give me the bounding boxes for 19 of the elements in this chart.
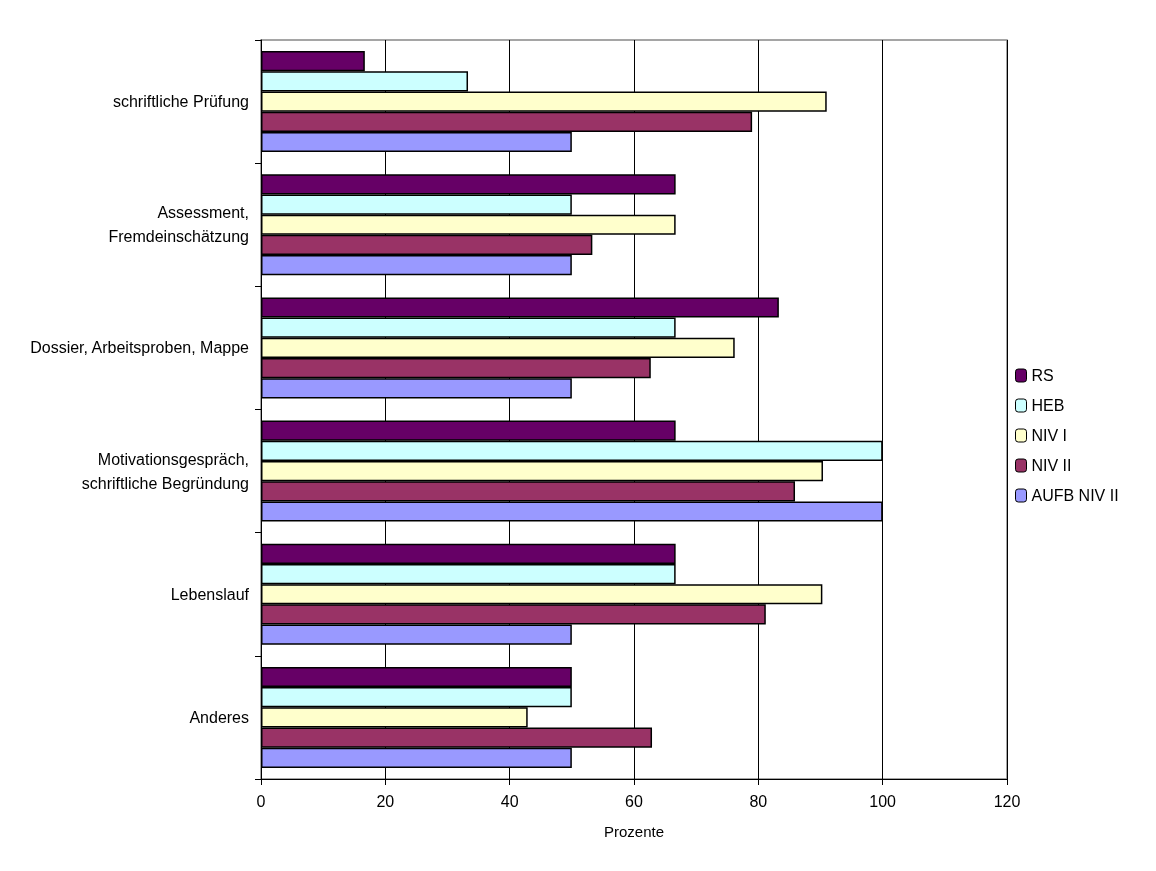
legend-label: AUFB NIV II [1031, 487, 1119, 504]
y-tick-label: Dossier, Arbeitsproben, Mappe [30, 339, 250, 357]
x-tick-label: 100 [869, 792, 897, 810]
x-tick-label: 40 [500, 792, 519, 810]
y-tick-label: Motivationsgespräch, schriftliche Begründung [81, 450, 249, 492]
x-tick-label: 60 [625, 792, 643, 810]
legend-label: RS [1031, 367, 1054, 384]
y-tick-label: schriftliche Prüfung [112, 93, 249, 111]
y-tick-label: Assessment, Fremdeinschätzung [108, 204, 249, 246]
y-tick-label: Lebenslauf [170, 585, 250, 603]
legend-label: NIV I [1031, 427, 1068, 444]
legend-label: HEB [1031, 397, 1065, 414]
legend-label: NIV II [1031, 457, 1072, 474]
x-tick-label: 120 [993, 792, 1021, 810]
y-tick-label: Anderes [189, 708, 249, 726]
x-tick-label: 80 [749, 792, 768, 810]
x-tick-label: 20 [376, 792, 395, 810]
x-axis-title: Prozente [603, 823, 665, 840]
x-tick-label: 0 [256, 792, 266, 810]
